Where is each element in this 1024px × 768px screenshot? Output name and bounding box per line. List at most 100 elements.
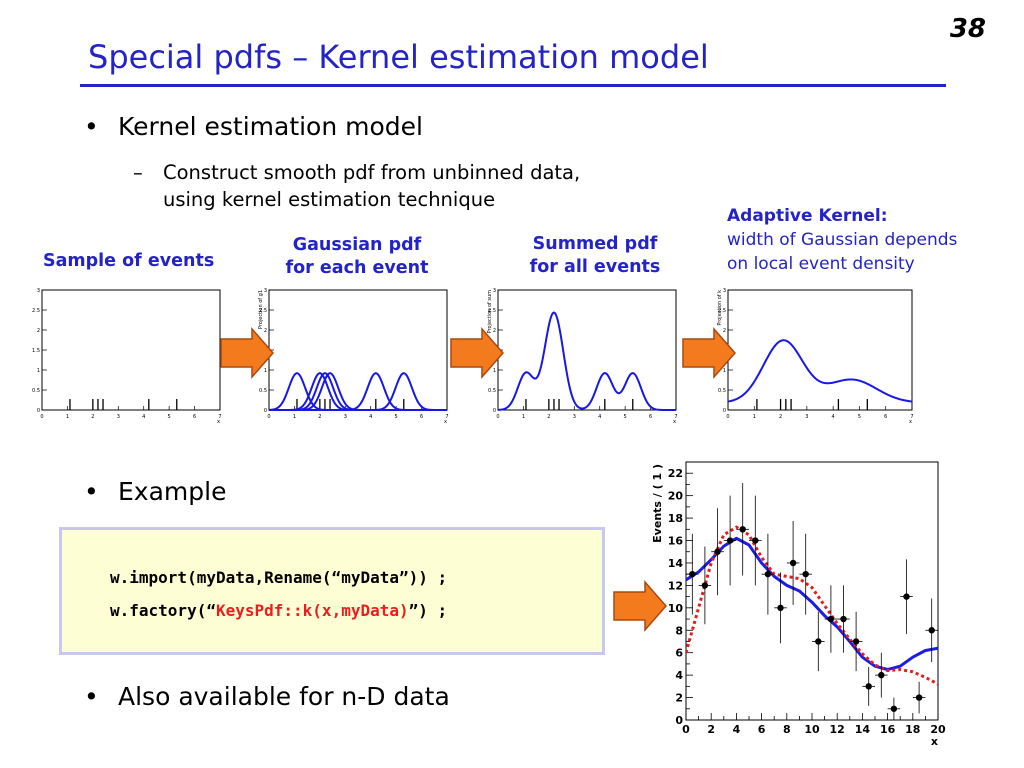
- x-tick-label: 7: [218, 414, 221, 420]
- x-tick-label: 3: [805, 414, 808, 420]
- bullet-text: Example: [118, 477, 227, 506]
- y-tick-label: 1: [37, 368, 40, 374]
- chart-frame: [685, 461, 939, 721]
- x-tick-label: 4: [369, 414, 372, 420]
- x-axis-label: x: [444, 419, 447, 425]
- bullet-nd-data: • Also available for n-D data: [84, 682, 450, 711]
- x-tick-label: 7: [910, 414, 913, 420]
- y-tick-label: 2: [675, 692, 683, 705]
- page-number: 38: [949, 14, 986, 44]
- data-point: [852, 638, 860, 645]
- x-tick-label: 3: [117, 414, 120, 420]
- code-line-2: w.factory(“KeysPdf::k(x,myData)”) ;: [110, 601, 447, 620]
- y-tick-label: 0: [723, 408, 726, 414]
- x-tick-label: 20: [930, 723, 946, 736]
- y-axis-label: Events / ( 1 ): [651, 464, 664, 543]
- data-point: [726, 537, 734, 544]
- summed-pdf-curve: [497, 311, 676, 411]
- y-tick-label: 2.5: [488, 308, 496, 314]
- y-tick-label: 18: [668, 512, 683, 525]
- x-tick-label: 10: [804, 723, 820, 736]
- code-line-2-highlight: KeysPdf::k(x,myData): [215, 601, 409, 620]
- label-adaptive-kernel: Adaptive Kernel: width of Gaussian depen…: [727, 204, 957, 276]
- x-tick-label: 6: [649, 414, 652, 420]
- y-axis-label: Projection of sum: [487, 290, 493, 333]
- y-tick-label: 3: [493, 288, 496, 294]
- y-tick-label: 2: [723, 328, 726, 334]
- y-tick-label: 2.5: [259, 308, 267, 314]
- data-point: [802, 570, 809, 578]
- x-tick-label: 7: [445, 414, 448, 420]
- y-tick-label: 0.5: [718, 388, 726, 394]
- data-point: [714, 548, 721, 555]
- x-axis-label: x: [909, 419, 912, 425]
- fit-curve-solid: [686, 536, 938, 671]
- adaptive-kernel-curve: [727, 339, 913, 403]
- x-tick-label: 16: [880, 723, 896, 736]
- x-axis-label: x: [673, 419, 676, 425]
- y-axis-label: Projection of g1: [258, 290, 264, 329]
- y-tick-label: 0.5: [488, 388, 496, 394]
- arrow-right-icon: [613, 580, 667, 632]
- x-tick-label: 5: [395, 414, 398, 420]
- y-tick-label: 0: [493, 408, 496, 414]
- data-point: [777, 604, 784, 612]
- x-tick-label: 1: [522, 414, 525, 420]
- label-summed-line-1: Summed pdf: [532, 234, 658, 254]
- y-tick-label: 3: [264, 288, 267, 294]
- dash-glyph: –: [133, 161, 143, 184]
- bullet-example: • Example: [84, 477, 227, 506]
- y-tick-label: 22: [668, 467, 683, 480]
- bullet-text: Also available for n-D data: [118, 682, 450, 711]
- bullet-glyph: •: [84, 477, 99, 506]
- y-tick-label: 2.5: [718, 308, 726, 314]
- data-point: [701, 582, 709, 589]
- data-point: [752, 537, 759, 544]
- x-tick-label: 5: [624, 414, 627, 420]
- y-tick-label: 14: [668, 557, 684, 570]
- gaussian-kernel-curve: [269, 372, 447, 411]
- x-tick-label: 7: [674, 414, 677, 420]
- x-tick-label: 12: [830, 723, 845, 736]
- data-point: [827, 615, 835, 623]
- data-point: [915, 694, 923, 701]
- y-tick-label: 2: [37, 328, 40, 334]
- y-tick-label: 2: [493, 328, 496, 334]
- x-tick-label: 2: [779, 414, 782, 420]
- y-tick-label: 16: [668, 535, 684, 548]
- y-tick-label: 0: [37, 408, 40, 414]
- plot-frame: [268, 289, 448, 411]
- x-tick-label: 0: [496, 414, 499, 420]
- x-tick-label: 2: [707, 723, 715, 736]
- plot-frame: [41, 289, 221, 411]
- code-line-1: w.import(myData,Rename(“myData”)) ;: [110, 568, 448, 587]
- x-tick-label: 2: [91, 414, 94, 420]
- data-point: [739, 526, 746, 533]
- y-tick-label: 0: [675, 714, 683, 727]
- label-summed-pdf: Summed pdf for all events: [510, 233, 680, 279]
- x-tick-label: 4: [832, 414, 835, 420]
- data-point: [903, 593, 910, 600]
- y-tick-label: 3: [37, 288, 40, 294]
- code-line-2-post: ”) ;: [408, 601, 448, 620]
- x-tick-label: 1: [753, 414, 756, 420]
- y-tick-label: 4: [675, 669, 683, 682]
- label-gaussian-line-1: Gaussian pdf: [292, 235, 422, 255]
- y-tick-label: 1: [264, 368, 267, 374]
- x-tick-label: 0: [682, 723, 690, 736]
- data-point: [689, 570, 696, 578]
- y-tick-label: 0.5: [259, 388, 267, 394]
- x-tick-label: 8: [783, 723, 791, 736]
- plot-frame: [727, 289, 913, 411]
- data-point: [840, 615, 847, 623]
- code-line-2-pre: w.factory(“: [110, 601, 216, 620]
- example-fit-chart: 0 2 4 6 8 10 12 14 16 18 20 0 2 4 6 8 10 12 14 16 18 20 22 x Eve…: [651, 461, 946, 748]
- arrow-right-icon: [450, 327, 504, 379]
- y-tick-label: 0.5: [32, 388, 40, 394]
- x-tick-label: 3: [344, 414, 347, 420]
- plot-frame: [497, 289, 677, 411]
- x-tick-label: 1: [293, 414, 296, 420]
- adaptive-line-1: width of Gaussian depends: [727, 230, 958, 250]
- bullet-kernel-estimation: • Kernel estimation model: [84, 112, 423, 141]
